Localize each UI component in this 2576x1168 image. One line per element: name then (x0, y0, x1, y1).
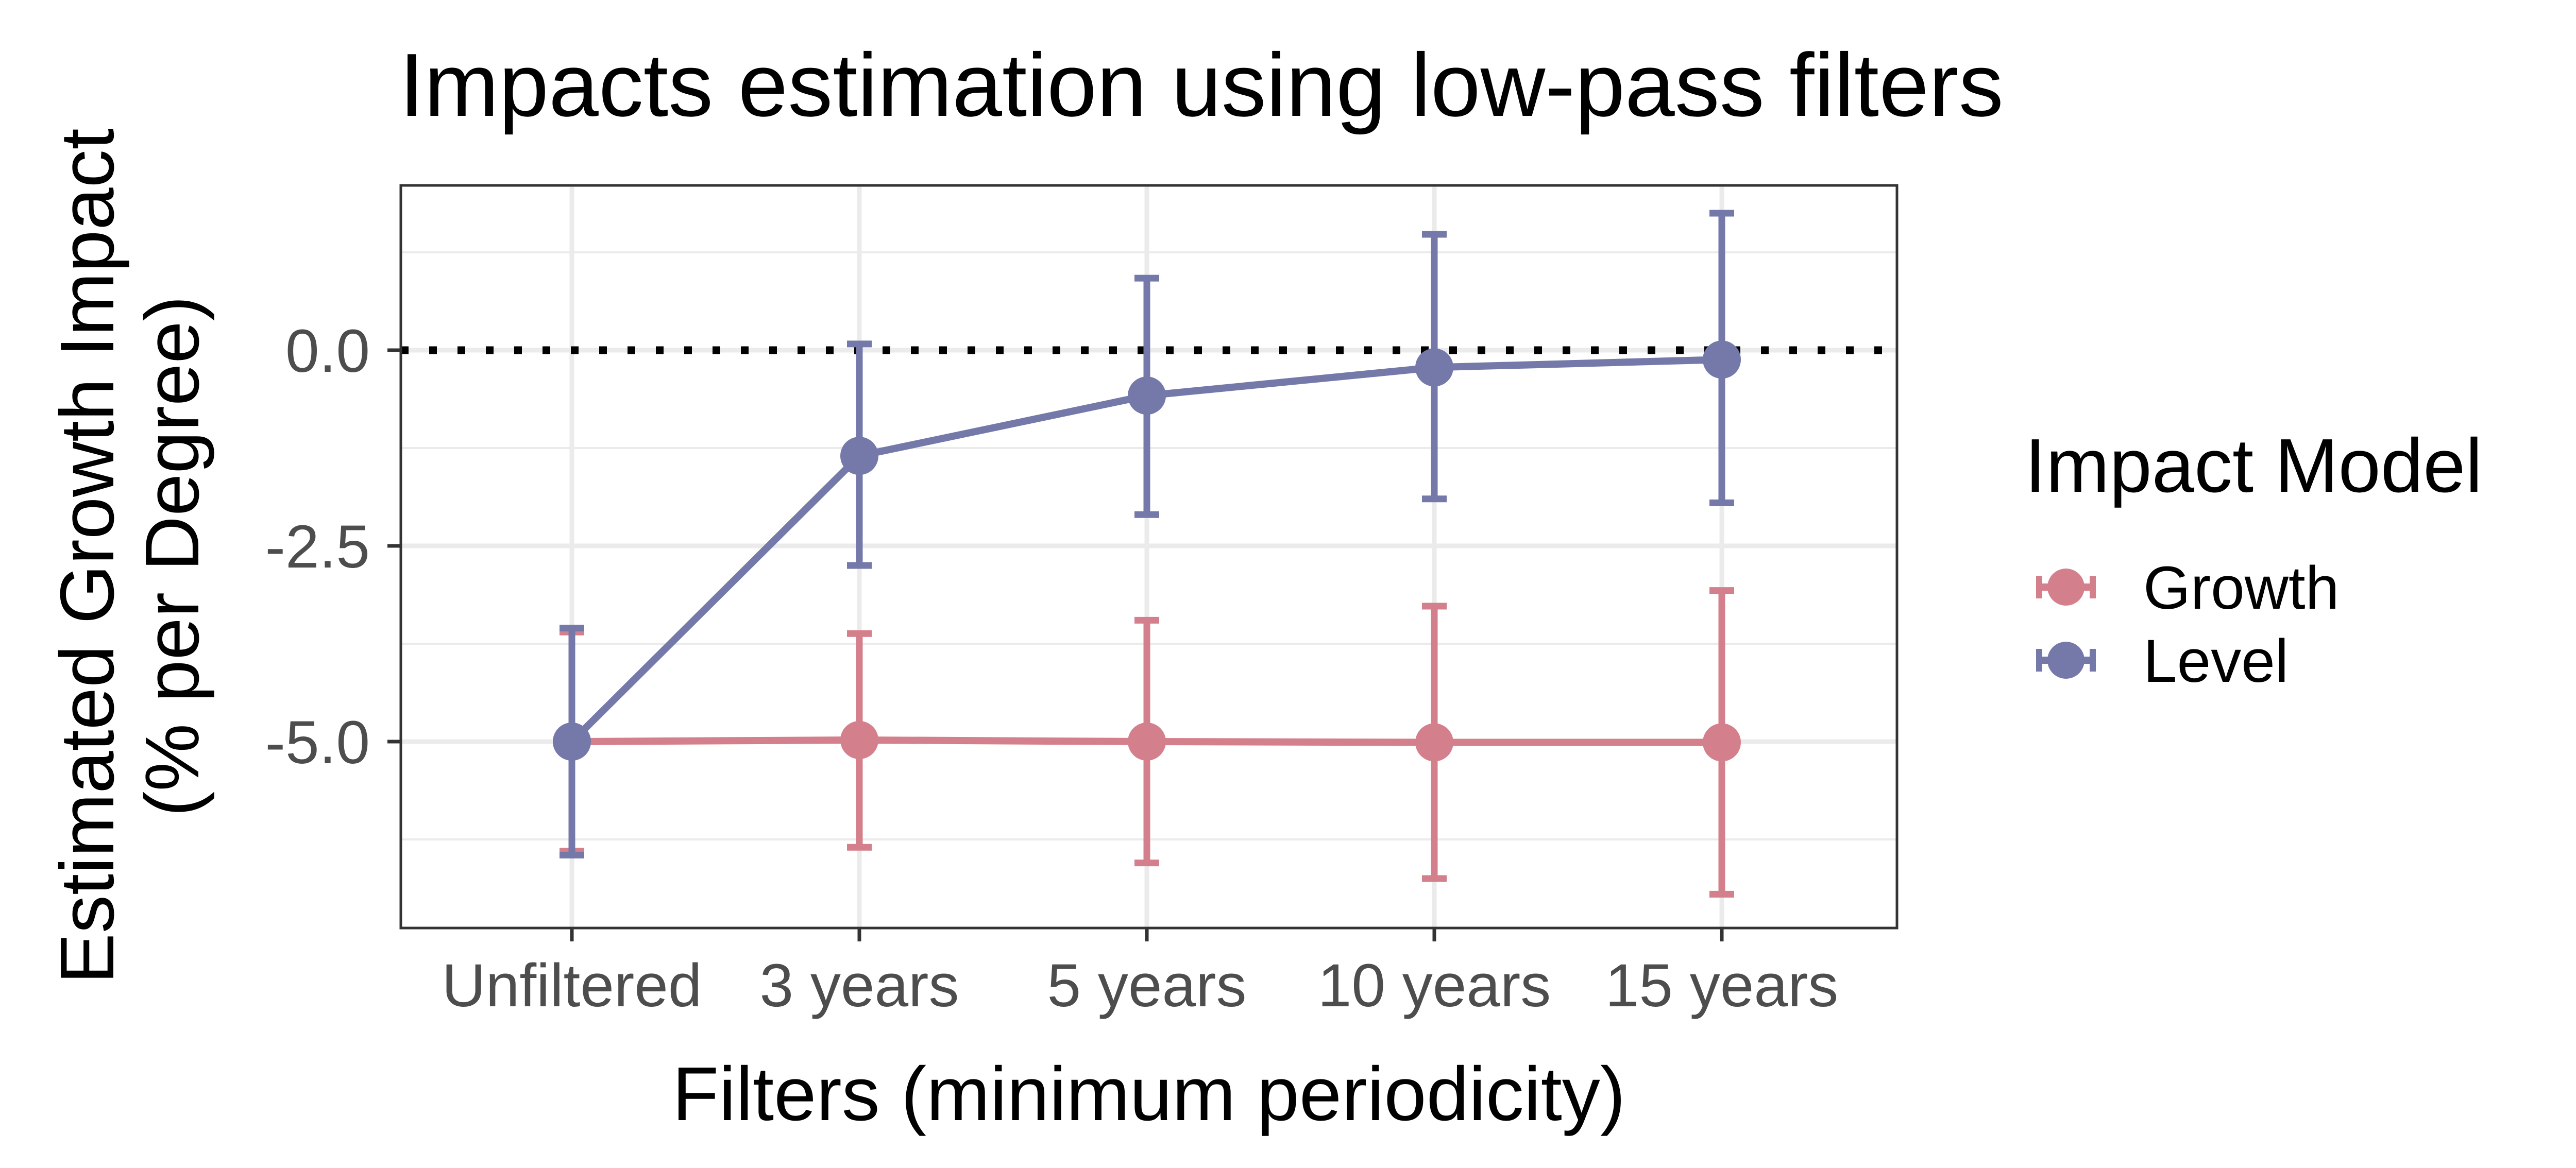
y-tick-label: -2.5 (265, 513, 370, 581)
x-tick-label: 3 years (760, 952, 959, 1020)
legend-title: Impact Model (2025, 423, 2482, 508)
y-axis-title: Estimated Growth Impact (% per Degree) (45, 128, 215, 984)
data-point-growth (840, 720, 878, 759)
data-point-level (1415, 348, 1453, 387)
series-growth (553, 587, 1741, 898)
data-point-level (1128, 376, 1166, 415)
data-point-level (840, 437, 878, 475)
legend-label: Growth (2143, 554, 2339, 622)
data-point-growth (1128, 723, 1166, 761)
x-tick-label: Unfiltered (442, 952, 702, 1020)
chart-title: Impacts estimation using low-pass filter… (399, 35, 2004, 135)
series-layer (553, 210, 1741, 898)
series-level (553, 210, 1741, 858)
x-axis: Unfiltered 3 years 5 years 10 years 15 years (442, 928, 1838, 1020)
y-axis-title-line-1: Estimated Growth Impact (45, 128, 130, 984)
legend-label: Level (2143, 627, 2289, 695)
x-tick-label: 5 years (1047, 952, 1247, 1020)
y-axis-title-line-2: (% per Degree) (130, 296, 215, 817)
legend-key-point (2047, 569, 2084, 606)
legend-key-point (2047, 642, 2084, 679)
data-point-growth (1703, 723, 1741, 762)
y-tick-label: -5.0 (265, 709, 370, 777)
data-point-level (553, 723, 591, 761)
y-tick-label: 0.0 (285, 317, 370, 385)
plot-border (399, 184, 1899, 930)
data-point-growth (1415, 723, 1453, 762)
x-tick-label: 10 years (1318, 952, 1551, 1020)
legend-item-level: Level (2036, 627, 2289, 695)
data-point-level (1703, 340, 1741, 379)
y-axis: 0.0 -2.5 -5.0 (265, 317, 401, 777)
legend-item-growth: Growth (2036, 554, 2339, 622)
x-axis-title: Filters (minimum periodicity) (672, 1052, 1625, 1137)
x-tick-label: 15 years (1605, 952, 1839, 1020)
